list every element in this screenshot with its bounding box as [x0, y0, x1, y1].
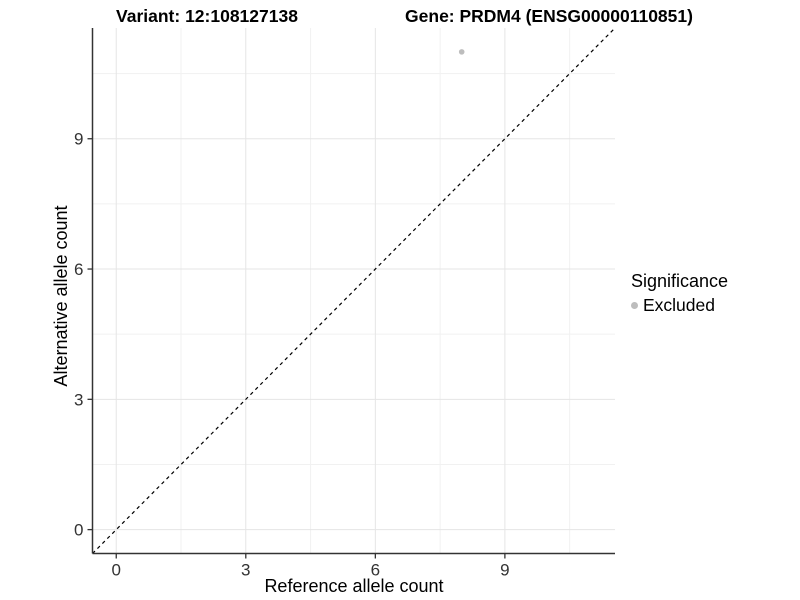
y-tick-label: 0	[74, 521, 83, 540]
x-axis-title: Reference allele count	[264, 576, 444, 596]
x-tick-label: 0	[112, 561, 121, 580]
variant-title: Variant: 12:108127138	[116, 6, 298, 26]
data-point	[458, 49, 465, 55]
y-tick-label: 6	[74, 260, 83, 279]
gene-title: Gene: PRDM4 (ENSG00000110851)	[405, 6, 693, 26]
y-axis-title: Alternative allele count	[51, 205, 71, 387]
y-tick-label: 9	[74, 130, 83, 149]
legend-point-swatch	[631, 302, 638, 309]
x-tick-label: 9	[500, 561, 509, 580]
legend: Significance Excluded	[631, 271, 728, 316]
identity-line	[92, 27, 616, 554]
legend-title: Significance	[631, 271, 729, 291]
y-tick-label: 3	[74, 390, 83, 409]
x-tick-label: 6	[371, 561, 380, 580]
legend-item-excluded: Excluded	[631, 295, 728, 316]
x-tick-label: 3	[241, 561, 250, 580]
legend-item-label: Excluded	[643, 295, 715, 315]
